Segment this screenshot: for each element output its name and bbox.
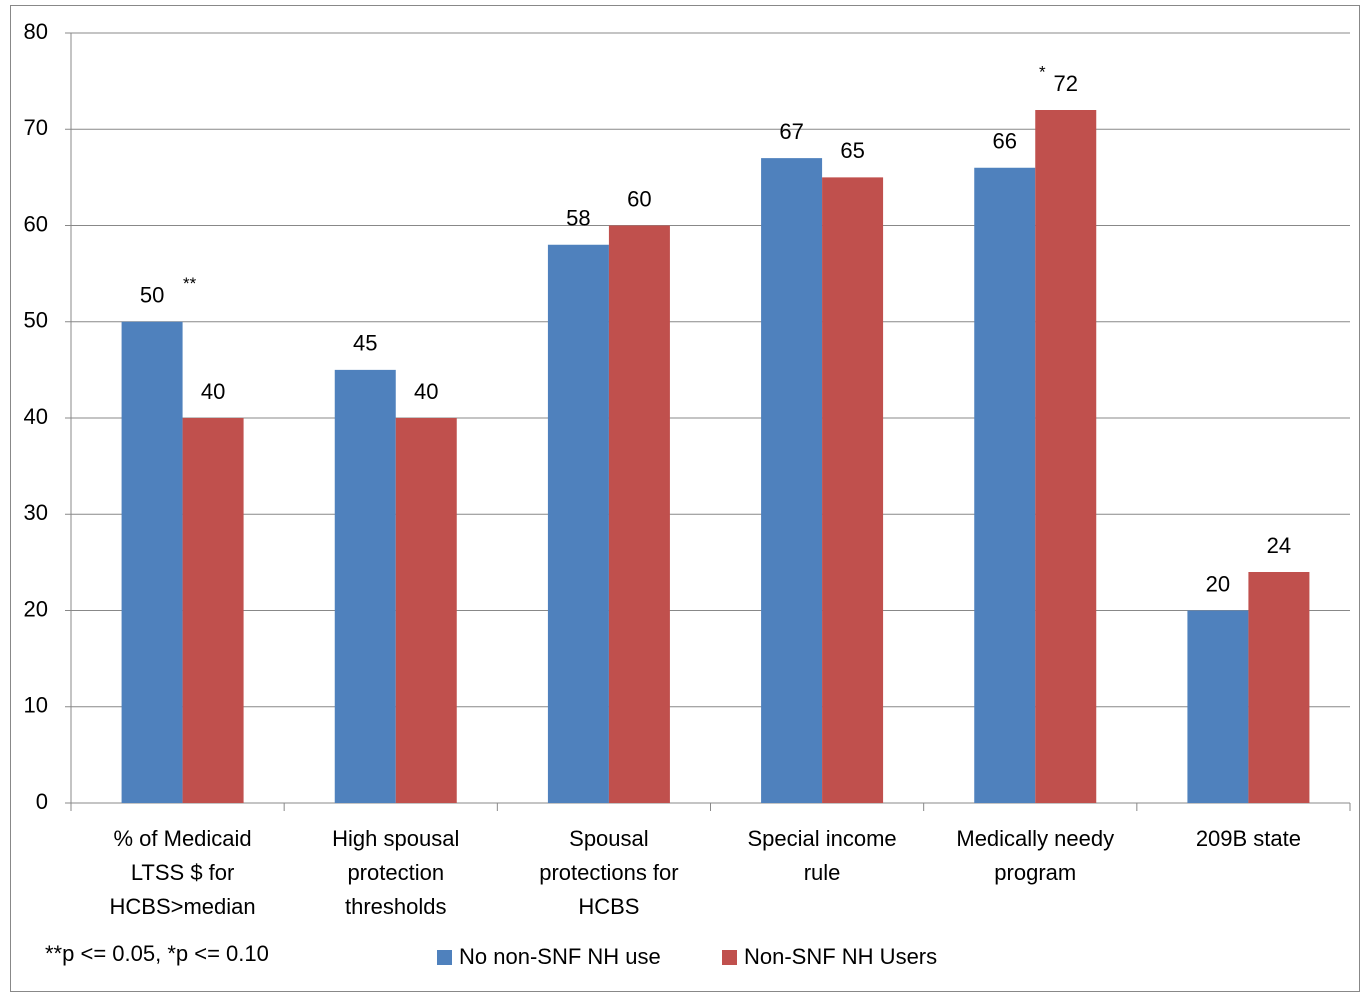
- data-label: 60: [627, 186, 651, 211]
- y-tick-label: 30: [24, 500, 48, 525]
- bar: [182, 418, 244, 803]
- bar: [121, 321, 183, 803]
- significance-mark: **: [183, 274, 197, 293]
- y-tick-label: 60: [24, 211, 48, 236]
- bar: [1035, 110, 1097, 803]
- bar: [334, 369, 396, 803]
- legend-label: No non-SNF NH use: [459, 944, 661, 969]
- data-label: 40: [201, 379, 225, 404]
- y-tick-label: 40: [24, 404, 48, 429]
- y-tick-label: 20: [24, 596, 48, 621]
- x-tick-label: Medically needy program: [956, 826, 1115, 885]
- x-tick-label: 209B state: [1195, 826, 1301, 851]
- x-tick-label: Special income rule: [747, 826, 897, 885]
- legend-swatch: [722, 950, 737, 965]
- data-label: 40: [414, 379, 438, 404]
- bar: [547, 244, 609, 803]
- y-tick-label: 0: [36, 789, 48, 814]
- bar: [974, 167, 1036, 803]
- y-tick-label: 80: [24, 19, 48, 44]
- significance-mark: *: [1039, 62, 1046, 81]
- bar: [1187, 610, 1249, 803]
- data-label: 65: [840, 138, 864, 163]
- data-label: 72: [1054, 71, 1078, 96]
- data-label: 45: [353, 331, 377, 356]
- data-label: 66: [993, 129, 1017, 154]
- x-tick-label: Spousal protections for HCBS: [539, 826, 679, 919]
- bar: [1248, 572, 1310, 803]
- data-label: 58: [566, 206, 590, 231]
- bar: [395, 418, 457, 803]
- x-tick-label: % of Medicaid LTSS $ for HCBS>median: [109, 826, 256, 919]
- data-label: 24: [1267, 533, 1291, 558]
- bar: [761, 158, 823, 803]
- y-tick-label: 70: [24, 115, 48, 140]
- x-tick-label: High spousal protection thresholds: [332, 826, 460, 919]
- bar: [608, 225, 670, 803]
- y-tick-label: 10: [24, 693, 48, 718]
- legend-label: Non-SNF NH Users: [744, 944, 937, 969]
- legend-swatch: [437, 950, 452, 965]
- bar: [822, 177, 884, 803]
- y-tick-label: 50: [24, 308, 48, 333]
- chart-border: [10, 5, 1360, 992]
- data-label: 50: [140, 283, 164, 308]
- footnote: **p <= 0.05, *p <= 0.10: [45, 941, 269, 966]
- data-label: 20: [1206, 571, 1230, 596]
- data-label: 67: [779, 119, 803, 144]
